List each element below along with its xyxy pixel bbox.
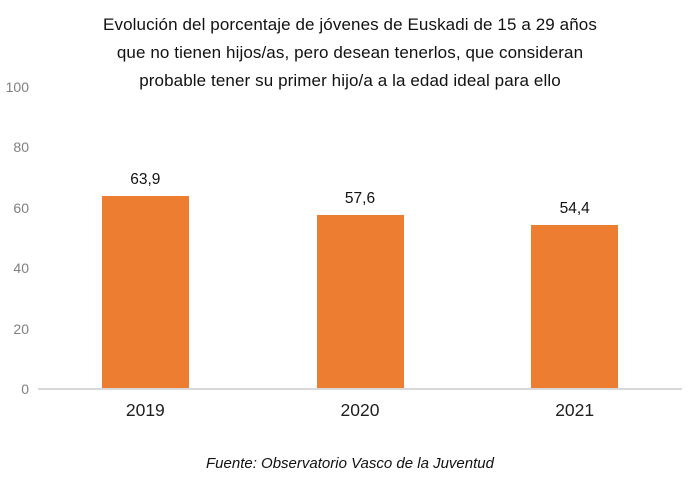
bar: 54,4	[531, 200, 619, 389]
bar: 63,9	[101, 171, 189, 389]
y-tick-label: 100	[5, 79, 29, 95]
y-tick-label: 40	[13, 260, 29, 277]
bar-value-label: 63,9	[130, 171, 161, 189]
source-note: Fuente: Observatorio Vasco de la Juventu…	[206, 455, 494, 472]
y-tick-label: 0	[21, 381, 29, 397]
category-slot: 57,6	[253, 87, 468, 389]
x-axis-label: 2021	[555, 400, 595, 420]
x-axis-line	[38, 388, 682, 390]
bar-series: 63,9 57,6 54,4	[38, 87, 682, 389]
y-tick-label: 80	[13, 139, 29, 156]
y-tick-label: 60	[13, 199, 29, 216]
x-axis-label: 2020	[340, 400, 380, 420]
x-axis: 2019 2020 2021	[38, 400, 682, 421]
x-axis-label: 2019	[125, 400, 165, 420]
category-slot: 63,9	[38, 87, 253, 389]
bar-value-label: 54,4	[559, 199, 590, 217]
bar: 57,6	[316, 190, 404, 389]
bar-value-label: 57,6	[344, 190, 376, 208]
plot-area: 100 80 60 40 20 0 63,9 57,6 54,4	[6, 79, 682, 397]
category-slot: 54,4	[467, 87, 682, 389]
chart-title-line: probable tener su primer hijo/a a la eda…	[139, 71, 561, 90]
y-tick-label: 20	[13, 320, 29, 337]
chart-title-line: Evolución del porcentaje de jóvenes de E…	[103, 15, 597, 34]
chart-title: Evolución del porcentaje de jóvenes de E…	[40, 11, 660, 95]
chart-title-line: que no tienen hijos/as, pero desean tene…	[116, 43, 584, 62]
